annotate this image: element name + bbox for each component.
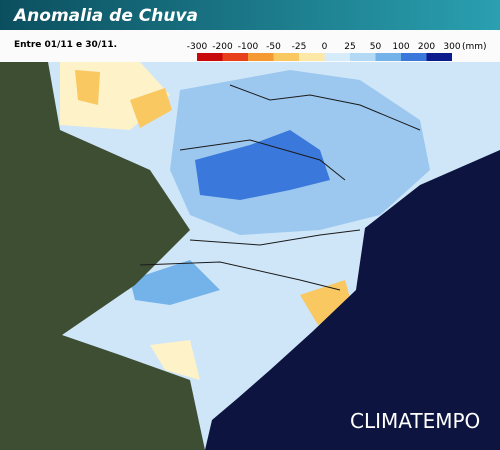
dry-zone xyxy=(300,280,352,325)
legend-label: 25 xyxy=(344,42,355,52)
brand: CLIMATEMPO xyxy=(350,409,480,433)
legend-swatch xyxy=(273,53,299,61)
legend-swatch xyxy=(197,53,223,61)
legend-swatch xyxy=(350,53,376,61)
legend-swatch xyxy=(248,53,274,61)
legend-swatch xyxy=(324,53,350,61)
subtitle: Entre 01/11 e 30/11. xyxy=(14,40,117,50)
dry-zone xyxy=(130,88,172,128)
wet-core xyxy=(195,130,330,200)
legend-label: -200 xyxy=(212,42,233,52)
legend-swatch xyxy=(222,53,248,61)
wet-zone xyxy=(130,260,220,305)
legend-label: 200 xyxy=(418,42,435,52)
legend-label: -300 xyxy=(187,42,208,52)
ocean xyxy=(205,150,500,450)
title: Anomalia de Chuva xyxy=(12,6,198,26)
dry-zone xyxy=(75,70,100,105)
legend-swatch xyxy=(426,53,452,61)
legend-label: 50 xyxy=(370,42,382,52)
legend-label: 0 xyxy=(322,42,328,52)
legend-swatch xyxy=(375,53,401,61)
legend-swatch xyxy=(299,53,325,61)
legend-label: -50 xyxy=(266,42,281,52)
header-bar xyxy=(0,0,500,30)
borders xyxy=(139,84,421,291)
legend-label: 100 xyxy=(392,42,409,52)
dry-zone xyxy=(150,340,200,380)
legend-swatch xyxy=(401,53,427,61)
legend-label: -100 xyxy=(238,42,259,52)
legend-unit: (mm) xyxy=(462,42,487,52)
land xyxy=(0,62,205,450)
legend-label: 300 xyxy=(443,42,460,52)
legend: -300 -200 -100 -50 -25 0 25 50 100 200 300 (mm) xyxy=(187,42,487,61)
legend-label: -25 xyxy=(292,42,307,52)
